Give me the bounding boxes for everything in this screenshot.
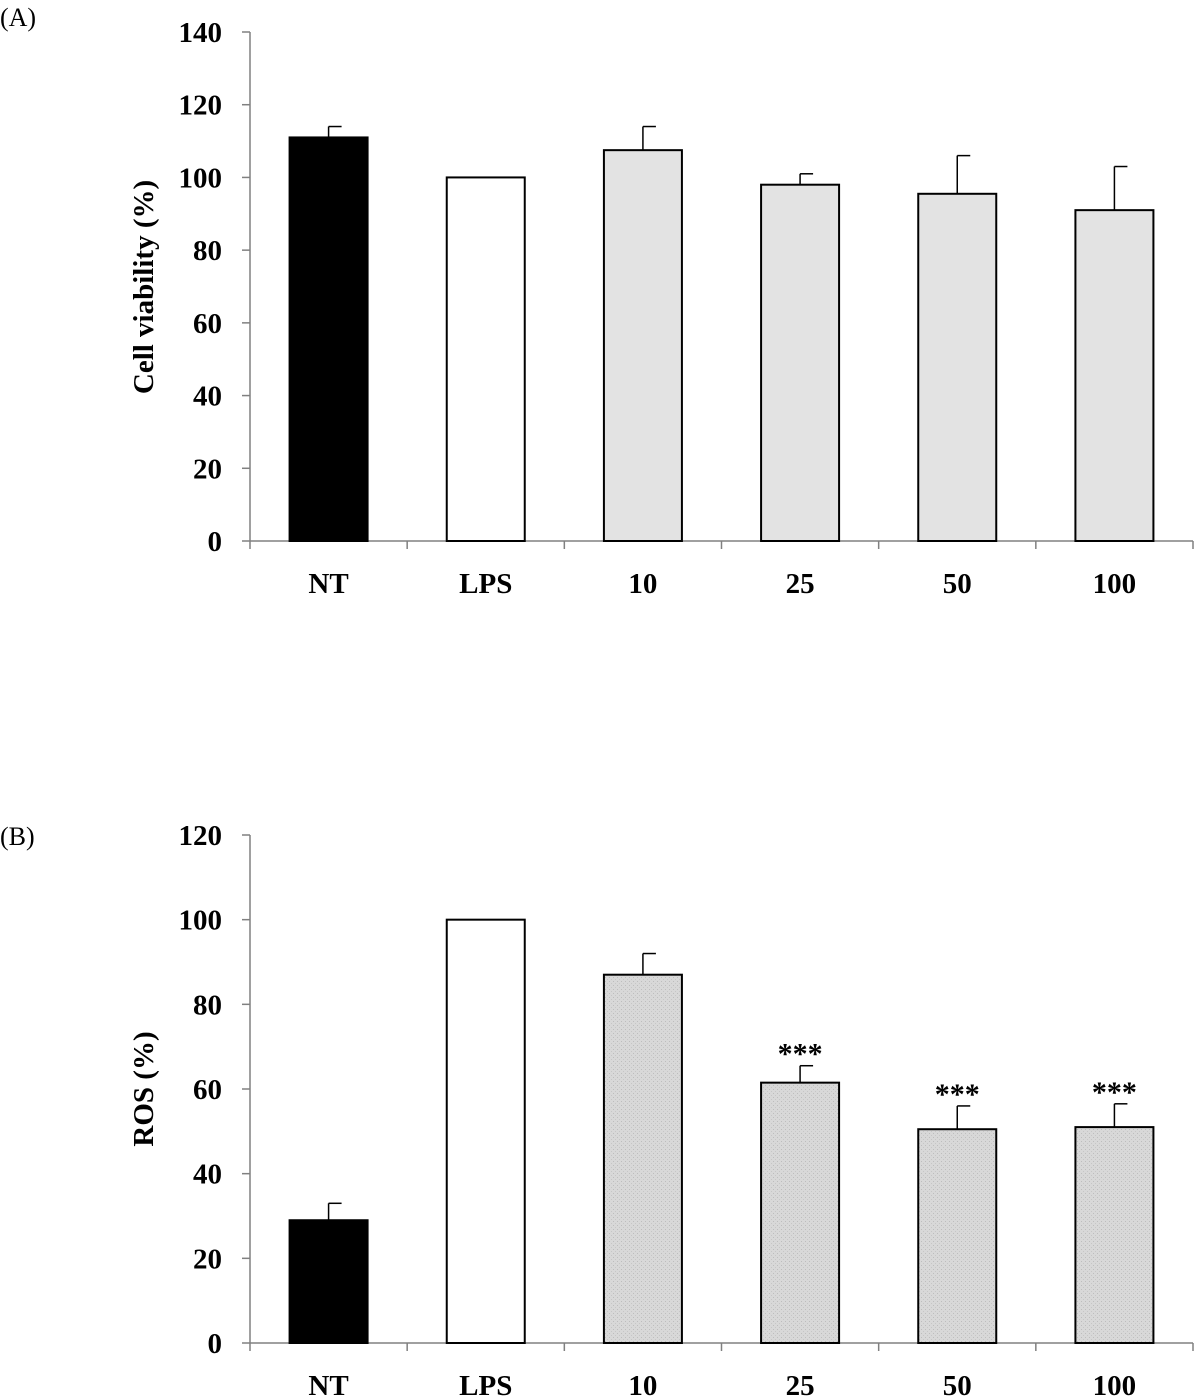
panel-a-bar-NT — [288, 136, 369, 543]
panel-a-bar-10 — [602, 149, 683, 543]
panel-a-bar-100 — [1074, 209, 1155, 542]
panel-a-y-tick-label: 120 — [179, 90, 223, 122]
panel-a-bar-LPS — [445, 176, 526, 543]
panel-a-x-tick-label-LPS: LPS — [459, 568, 512, 600]
panel-a-y-tick-label: 100 — [179, 162, 223, 194]
panel-a-label: (A) — [0, 3, 36, 32]
panel-b-y-tick-label: 60 — [193, 1074, 222, 1106]
panel-b-x-tick-label-100: 100 — [1093, 1370, 1137, 1396]
panel-b-y-axis-title: ROS (%) — [128, 1031, 160, 1146]
panel-a-x-tick-label-50: 50 — [943, 568, 972, 600]
panel-a-y-tick-label: 0 — [208, 526, 223, 558]
panel-a-x-tick-label-NT: NT — [308, 568, 348, 600]
panel-b-bar-50 — [917, 1128, 998, 1345]
panel-a-x-tick-label-10: 10 — [628, 568, 657, 600]
panel-a-x-tick-label-25: 25 — [786, 568, 815, 600]
panel-b-y-tick-label: 0 — [208, 1328, 223, 1360]
panel-b-y-tick-label: 40 — [193, 1159, 222, 1191]
panel-a-y-tick-label: 140 — [179, 17, 223, 49]
panel-b-significance-25: *** — [778, 1038, 823, 1071]
panel-a-plot: 0 20 40 60 80 100 120 140 NT LPS 10 25 50 100 — [179, 17, 1194, 600]
panel-b-y-tick-label: 80 — [193, 989, 222, 1021]
panel-b-x-tick-label-NT: NT — [308, 1370, 348, 1396]
panel-b: (B) ROS (%) 0 20 40 60 80 100 120 NT LPS 10 *** 25 *… — [0, 820, 1194, 1396]
panel-a-y-tick-label: 60 — [193, 308, 222, 340]
panel-a-y-tick-label: 20 — [193, 453, 222, 485]
panel-a-x-tick-label-100: 100 — [1093, 568, 1137, 600]
panel-b-bar-LPS — [445, 918, 526, 1345]
panel-b-bar-NT — [288, 1219, 369, 1344]
panel-b-x-tick-label-25: 25 — [786, 1370, 815, 1396]
panel-a-y-tick-label: 80 — [193, 235, 222, 267]
panel-b-y-tick-label: 20 — [193, 1243, 222, 1275]
panel-a-bar-50 — [917, 192, 998, 543]
panel-b-y-tick-label: 100 — [179, 905, 223, 937]
panel-b-plot: 0 20 40 60 80 100 120 NT LPS 10 *** 25 *** 50 *** 100 — [179, 820, 1194, 1396]
panel-a-y-axis-title: Cell viability (%) — [128, 180, 160, 394]
panel-b-significance-50: *** — [935, 1078, 980, 1111]
panel-b-x-tick-label-LPS: LPS — [459, 1370, 512, 1396]
panel-b-x-tick-label-10: 10 — [628, 1370, 657, 1396]
panel-b-label: (B) — [0, 822, 35, 851]
panel-b-significance-100: *** — [1092, 1076, 1137, 1109]
panel-b-bar-25 — [760, 1081, 841, 1345]
panel-a-bar-25 — [760, 183, 841, 542]
panel-b-bar-10 — [602, 973, 683, 1344]
panel-a: (A) Cell viability (%) 0 20 40 60 80 100 120 14… — [0, 3, 1194, 600]
panel-a-y-tick-label: 40 — [193, 381, 222, 413]
panel-b-x-tick-label-50: 50 — [943, 1370, 972, 1396]
panel-b-y-tick-label: 120 — [179, 820, 223, 852]
panel-b-bar-100 — [1074, 1126, 1155, 1344]
